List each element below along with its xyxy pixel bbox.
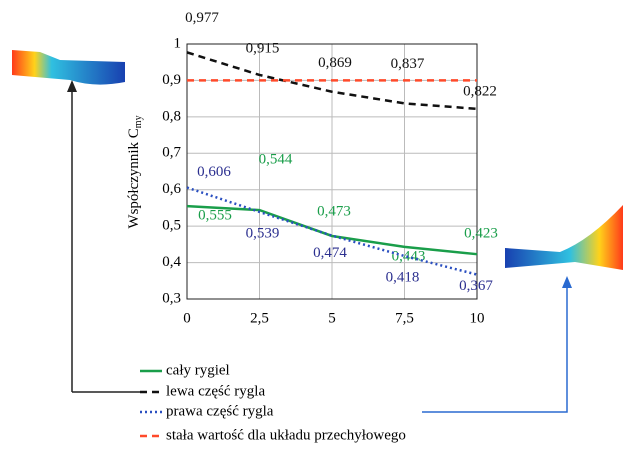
y-tick-label: 0,3 — [162, 290, 181, 306]
data-label: 0,837 — [391, 56, 425, 72]
legend-label: prawa część rygla — [166, 403, 274, 419]
data-label: 0,555 — [198, 208, 232, 224]
data-label: 0,606 — [197, 164, 231, 180]
x-tick-label: 0 — [183, 310, 191, 326]
x-tick-label: 2,5 — [250, 310, 269, 326]
y-tick-label: 0,9 — [162, 72, 181, 88]
data-label: 0,443 — [392, 248, 426, 264]
y-tick-label: 0,6 — [162, 181, 181, 197]
series-line — [186, 186, 478, 276]
series-line — [186, 204, 478, 256]
data-label: 0,418 — [386, 269, 420, 285]
data-label: 0,822 — [463, 83, 497, 99]
y-axis-label: Współczynnik Cmy — [126, 115, 144, 228]
x-tick-label: 10 — [470, 310, 485, 326]
legend-label: cały rygiel — [166, 362, 230, 378]
y-tick-label: 0,5 — [162, 218, 181, 234]
data-label: 0,539 — [246, 225, 280, 241]
data-label: 0,915 — [246, 40, 280, 56]
data-label: 0,367 — [459, 278, 493, 294]
legend-label: lewa część rygla — [166, 383, 265, 399]
diagram-right — [505, 205, 623, 270]
y-tick-label: 0,8 — [162, 108, 181, 124]
plot-frame — [186, 43, 478, 300]
x-tick-label: 5 — [328, 310, 336, 326]
data-label: 0,423 — [464, 226, 498, 242]
data-label: 0,544 — [259, 152, 293, 168]
data-label: 0,977 — [185, 10, 219, 26]
diagram-left — [12, 50, 125, 85]
y-tick-label: 1 — [174, 35, 182, 51]
y-tick-label: 0,4 — [162, 254, 181, 270]
data-label: 0,474 — [313, 245, 347, 261]
legend-label: stała wartość dla układu przechyłowego — [166, 427, 406, 443]
y-tick-label: 0,7 — [162, 145, 181, 161]
x-tick-label: 7,5 — [395, 310, 414, 326]
arrows — [67, 80, 572, 413]
data-label: 0,869 — [318, 55, 352, 71]
data-label: 0,473 — [317, 203, 351, 219]
series-line — [186, 51, 478, 111]
